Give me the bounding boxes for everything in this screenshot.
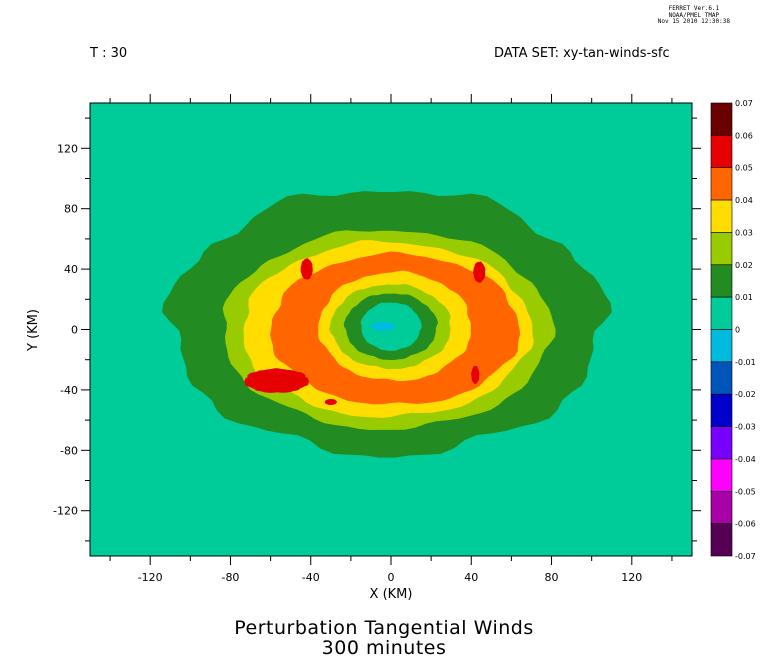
colorbar-label: 0.03 xyxy=(735,228,753,237)
y-tick-label: -40 xyxy=(60,384,78,397)
colorbar-label: -0.04 xyxy=(735,455,756,464)
colorbar-swatch xyxy=(710,167,733,201)
x-tick-label: -80 xyxy=(221,571,239,584)
colorbar-swatch xyxy=(710,393,733,427)
colorbar-label: -0.02 xyxy=(735,390,756,399)
colorbar-label: -0.01 xyxy=(735,358,756,367)
colorbar-swatch xyxy=(710,102,733,136)
stamp-line-3: Nov 15 2010 12:30:38 xyxy=(657,18,730,25)
colorbar-label: 0 xyxy=(735,326,740,335)
colorbar-swatch xyxy=(710,264,733,298)
x-tick-label: 80 xyxy=(545,571,559,584)
colorbar-swatch xyxy=(710,135,733,169)
colorbar-label: -0.07 xyxy=(735,552,756,561)
wind-max-patch xyxy=(300,258,313,280)
y-tick-label: 0 xyxy=(71,324,78,337)
colorbar-swatch xyxy=(710,523,733,557)
dataset-label: DATA SET: xy-tan-winds-sfc xyxy=(494,46,670,61)
wind-max-patch xyxy=(473,261,486,283)
ferret-stamp: FERRET Ver.6.1 NOAA/PMEL TMAP Nov 15 201… xyxy=(657,5,730,26)
y-tick-label: -80 xyxy=(60,444,78,457)
x-axis-label: X (KM) xyxy=(370,587,413,602)
colorbar-swatch xyxy=(710,199,733,233)
colorbar-swatch xyxy=(710,426,733,460)
colorbar-label: 0.01 xyxy=(735,293,753,302)
stamp-line-1: FERRET Ver.6.1 xyxy=(668,5,720,12)
colorbar-swatch xyxy=(710,490,733,524)
x-tick-label: 0 xyxy=(388,571,395,584)
colorbar-swatch xyxy=(710,329,733,363)
colorbar-label: 0.07 xyxy=(735,99,753,108)
colorbar-label: 0.02 xyxy=(735,261,753,270)
colorbar-swatch xyxy=(710,296,733,330)
colorbar-label: -0.05 xyxy=(735,487,756,496)
time-label: T : 30 xyxy=(90,46,128,61)
x-tick-label: -120 xyxy=(138,571,163,584)
colorbar: 0.07 0.06 0.05 0.04 0.03 0.02 0.01 0 -0.01 -0.02 -… xyxy=(710,99,756,561)
colorbar-swatch xyxy=(710,458,733,492)
chart-title: Perturbation Tangential Winds xyxy=(234,617,534,639)
wind-max-patch xyxy=(324,399,338,405)
colorbar-label: 0.04 xyxy=(735,196,753,205)
contour-level-neg0p01 xyxy=(371,321,396,332)
colorbar-label: 0.05 xyxy=(735,164,753,173)
wind-max-patch xyxy=(471,365,480,384)
y-tick-label: 80 xyxy=(64,203,78,216)
x-tick-label: 40 xyxy=(464,571,478,584)
colorbar-label: 0.06 xyxy=(735,131,753,140)
axis-ticks: -120 -80 -40 0 40 80 120 120 80 40 0 -40 -80 -120 xyxy=(53,94,701,584)
x-tick-label: 120 xyxy=(621,571,642,584)
colorbar-label: -0.06 xyxy=(735,520,756,529)
y-axis-label: Y (KM) xyxy=(26,309,41,352)
colorbar-label: -0.03 xyxy=(735,423,756,432)
colorbar-swatch xyxy=(710,232,733,266)
colorbar-swatch xyxy=(710,361,733,395)
y-tick-label: 120 xyxy=(57,142,78,155)
chart-subtitle: 300 minutes xyxy=(321,637,447,659)
x-tick-label: -40 xyxy=(302,571,320,584)
stamp-line-2: NOAA/PMEL TMAP xyxy=(668,11,720,19)
wind-max-patch xyxy=(244,368,309,393)
y-tick-label: -120 xyxy=(53,505,78,518)
y-tick-label: 40 xyxy=(64,263,78,276)
contour-layer xyxy=(162,191,612,458)
